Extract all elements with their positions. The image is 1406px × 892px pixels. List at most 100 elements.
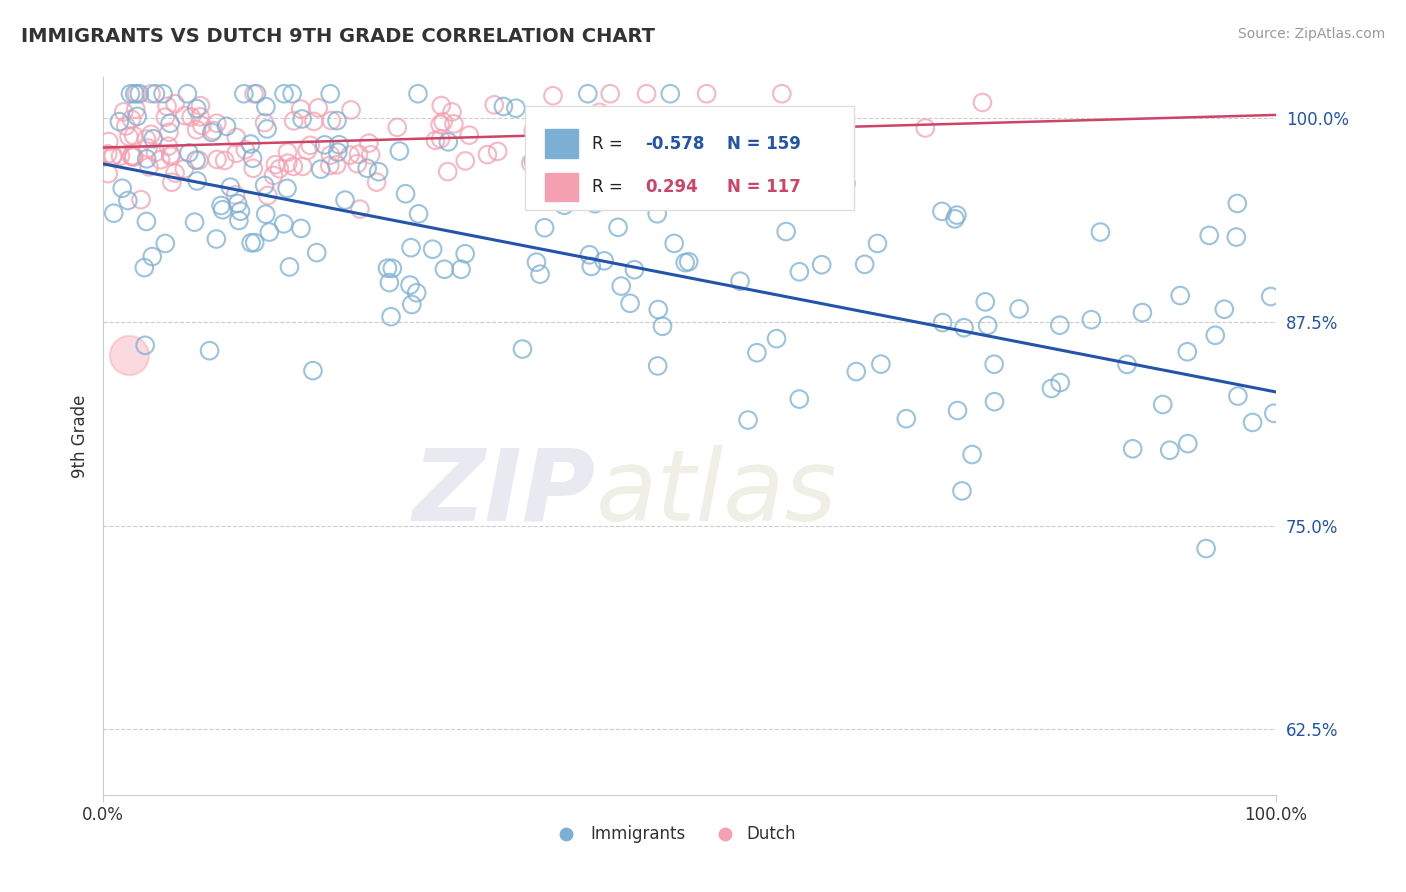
Point xyxy=(160,175,183,189)
Point xyxy=(454,246,477,260)
Point xyxy=(240,235,263,250)
Point xyxy=(696,87,718,101)
Point xyxy=(610,279,633,293)
Point xyxy=(477,147,499,161)
Point xyxy=(186,174,208,188)
Point xyxy=(339,148,361,162)
Point xyxy=(135,152,157,166)
Point xyxy=(134,338,156,352)
Point xyxy=(225,130,247,145)
Point xyxy=(254,100,277,114)
Point xyxy=(914,120,936,135)
Point xyxy=(896,411,918,425)
Point xyxy=(1049,318,1071,333)
Point xyxy=(321,113,343,128)
Point xyxy=(184,153,207,167)
Point xyxy=(340,103,363,117)
Point xyxy=(762,140,785,154)
Point xyxy=(576,87,599,101)
Point xyxy=(429,118,451,132)
Point xyxy=(205,153,228,167)
Point xyxy=(651,319,673,334)
Point xyxy=(290,102,312,116)
Point xyxy=(581,260,603,274)
Point xyxy=(789,265,811,279)
Point xyxy=(253,178,276,193)
Point xyxy=(326,113,349,128)
Point xyxy=(582,129,605,144)
Point xyxy=(356,161,378,176)
Point xyxy=(588,105,610,120)
Point xyxy=(1241,416,1264,430)
Point xyxy=(191,119,214,133)
Point xyxy=(430,98,453,112)
Point xyxy=(582,176,605,190)
Point xyxy=(541,88,564,103)
Point xyxy=(163,166,186,180)
Point xyxy=(253,115,276,129)
Point xyxy=(201,125,224,139)
Point xyxy=(436,164,458,178)
Point xyxy=(486,145,509,159)
Point xyxy=(152,87,174,101)
Point xyxy=(273,87,295,101)
Point xyxy=(127,109,149,123)
Point xyxy=(529,267,551,281)
Point xyxy=(1132,305,1154,319)
Point xyxy=(1204,328,1226,343)
Point xyxy=(125,87,148,101)
Point xyxy=(176,87,198,101)
Point xyxy=(360,147,382,161)
Point xyxy=(183,215,205,229)
Point xyxy=(1198,228,1220,243)
Point xyxy=(120,87,142,101)
Point xyxy=(1226,196,1249,211)
Point xyxy=(205,116,228,130)
Text: R =: R = xyxy=(592,135,628,153)
Point xyxy=(1168,288,1191,302)
Point xyxy=(1040,382,1063,396)
Point xyxy=(326,145,349,160)
Point xyxy=(931,316,953,330)
Point xyxy=(349,202,371,216)
Point xyxy=(974,294,997,309)
Point xyxy=(135,214,157,228)
Point xyxy=(186,122,208,136)
Point xyxy=(645,207,668,221)
Y-axis label: 9th Grade: 9th Grade xyxy=(72,394,89,478)
Point xyxy=(118,129,141,144)
Point xyxy=(319,87,342,101)
Point xyxy=(118,347,141,361)
Point xyxy=(440,104,463,119)
Point xyxy=(381,261,404,276)
Point xyxy=(149,153,172,167)
Point xyxy=(522,123,544,137)
Point xyxy=(242,161,264,176)
Point xyxy=(128,87,150,101)
Point xyxy=(142,132,165,146)
Point xyxy=(264,158,287,172)
Point xyxy=(599,87,621,101)
Text: IMMIGRANTS VS DUTCH 9TH GRADE CORRELATION CHART: IMMIGRANTS VS DUTCH 9TH GRADE CORRELATIO… xyxy=(21,27,655,45)
Point xyxy=(953,320,976,334)
Point xyxy=(159,116,181,130)
Point xyxy=(219,180,242,194)
Point xyxy=(1263,406,1285,420)
Text: Dutch: Dutch xyxy=(747,825,796,843)
Point xyxy=(173,161,195,176)
Point xyxy=(377,261,399,276)
Point xyxy=(97,147,120,161)
Point xyxy=(541,148,564,162)
Point xyxy=(737,413,759,427)
Point xyxy=(406,87,429,101)
Point xyxy=(1049,376,1071,390)
Point xyxy=(512,342,534,356)
Point xyxy=(291,112,314,126)
Point xyxy=(180,110,202,124)
Point xyxy=(946,403,969,417)
Point xyxy=(214,153,236,168)
Point xyxy=(1195,541,1218,556)
Point xyxy=(943,211,966,226)
Point xyxy=(328,137,350,152)
Point xyxy=(283,114,305,128)
